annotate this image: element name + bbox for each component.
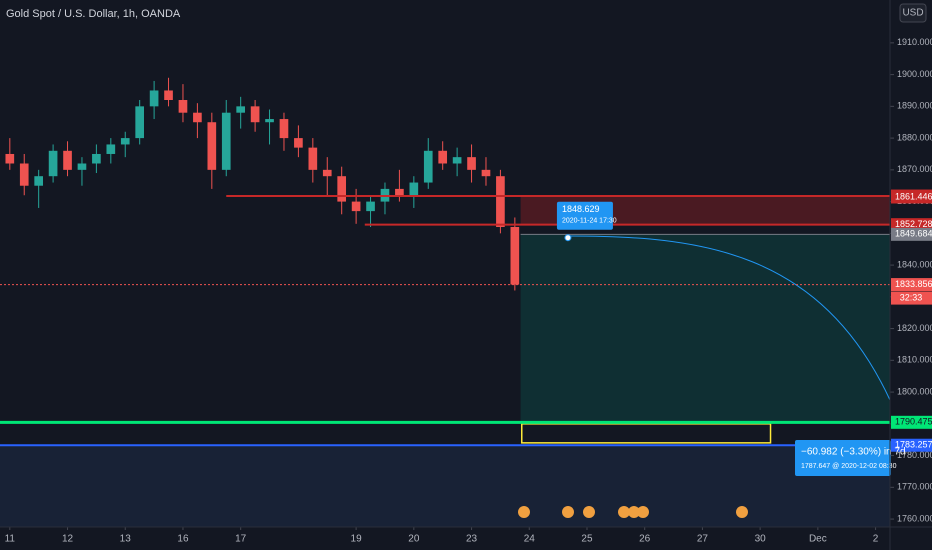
candle-body	[294, 138, 303, 148]
candle-body	[467, 157, 476, 170]
candle-body	[178, 100, 188, 113]
x-tick-label: 2	[873, 534, 879, 545]
price-label-bg	[891, 438, 932, 452]
projection-change: −60.982 (−3.30%) in 7d	[801, 447, 906, 458]
y-tick-label: 1900.000	[897, 69, 932, 79]
x-tick-label: 24	[524, 534, 536, 545]
candle-body	[149, 90, 159, 107]
candle-body	[250, 106, 260, 123]
candle-body	[19, 163, 29, 186]
y-tick-label: 1840.000	[897, 259, 932, 269]
price-label: 1849.684	[895, 229, 932, 239]
x-tick-label: 23	[466, 534, 478, 545]
price-label-bg	[891, 190, 932, 204]
candle-body	[366, 201, 375, 212]
price-label-bg	[891, 415, 932, 429]
zone	[0, 445, 890, 527]
price-label: 1861.446	[895, 191, 932, 201]
y-tick-label: 1770.000	[897, 482, 932, 492]
event-icons	[518, 506, 748, 518]
y-tick-label: 1910.000	[897, 37, 932, 47]
candle-body	[438, 150, 448, 164]
price-label: 1790.475	[895, 417, 932, 427]
x-tick-label: Dec	[809, 534, 827, 545]
price-label: 1833.856	[895, 279, 932, 289]
projection-target: 1787.647 @ 2020-12-02 08:30	[801, 463, 897, 470]
zone	[520, 234, 890, 423]
candle-body	[77, 163, 87, 170]
countdown-bg	[891, 291, 932, 305]
candle-body	[34, 176, 43, 186]
candle-body	[322, 169, 332, 177]
y-tick-label: 1760.000	[897, 513, 932, 523]
candle-body	[423, 150, 433, 183]
x-tick-label: 20	[408, 534, 420, 545]
x-tick-label: 12	[62, 534, 74, 545]
candle-body	[265, 119, 274, 123]
candle-body	[337, 176, 347, 202]
x-tick-label: 30	[755, 534, 767, 545]
countdown: 32:33	[900, 292, 923, 302]
candle-body	[164, 90, 173, 101]
candle-body	[135, 106, 145, 139]
candle-body	[193, 112, 202, 123]
currency[interactable]: USD	[902, 8, 923, 19]
candle-body	[452, 157, 462, 164]
y-tick-label: 1820.000	[897, 323, 932, 333]
candle-body	[279, 119, 289, 139]
x-tick-label: 11	[5, 534, 16, 545]
x-tick-label: 26	[639, 534, 651, 545]
candle-body	[106, 144, 116, 154]
y-tick-label: 1890.000	[897, 101, 932, 111]
candle-body	[92, 153, 101, 164]
y-tick-label: 1800.000	[897, 386, 932, 396]
projection-bg	[795, 440, 891, 476]
candle-body	[48, 150, 58, 177]
tooltip-bg	[556, 201, 613, 230]
candle-body	[207, 122, 217, 170]
currency-button[interactable]	[899, 3, 927, 23]
tooltip-point	[564, 234, 572, 242]
candle-body	[409, 182, 419, 196]
x-tick-label: 16	[177, 534, 189, 545]
candle-body	[308, 147, 318, 170]
y-tick-label: 1780.000	[897, 450, 932, 460]
tooltip-date: 2020-11-24 17:30	[562, 218, 617, 225]
projection-curve	[567, 235, 891, 401]
x-tick-label: 17	[235, 534, 247, 545]
candle-body	[496, 176, 505, 227]
tooltip-value: 1848.629	[562, 204, 600, 214]
candle-body	[63, 150, 72, 170]
candle-body	[120, 138, 130, 145]
price-label-bg	[891, 227, 932, 241]
candle-body	[5, 153, 15, 164]
price-label-bg	[891, 278, 932, 292]
x-tick-label: 19	[351, 534, 363, 545]
target-box	[521, 423, 772, 444]
chart-title: Gold Spot / U.S. Dollar, 1h, OANDA	[6, 8, 181, 20]
candle-body	[395, 188, 404, 196]
candle-body	[510, 226, 520, 285]
x-tick-label: 27	[697, 534, 709, 545]
y-tick-label: 1880.000	[897, 132, 932, 142]
y-tick-label: 1870.000	[897, 164, 932, 174]
y-tick-label: 1810.000	[897, 355, 932, 365]
price-label: 1852.728	[895, 219, 932, 229]
candle-body	[221, 112, 231, 170]
x-tick-label: 25	[581, 534, 593, 545]
candle-body	[351, 201, 361, 212]
candle-body	[236, 106, 246, 113]
x-tick-label: 13	[120, 534, 132, 545]
price-label: 1783.257	[895, 440, 932, 450]
candle-body	[481, 169, 491, 177]
